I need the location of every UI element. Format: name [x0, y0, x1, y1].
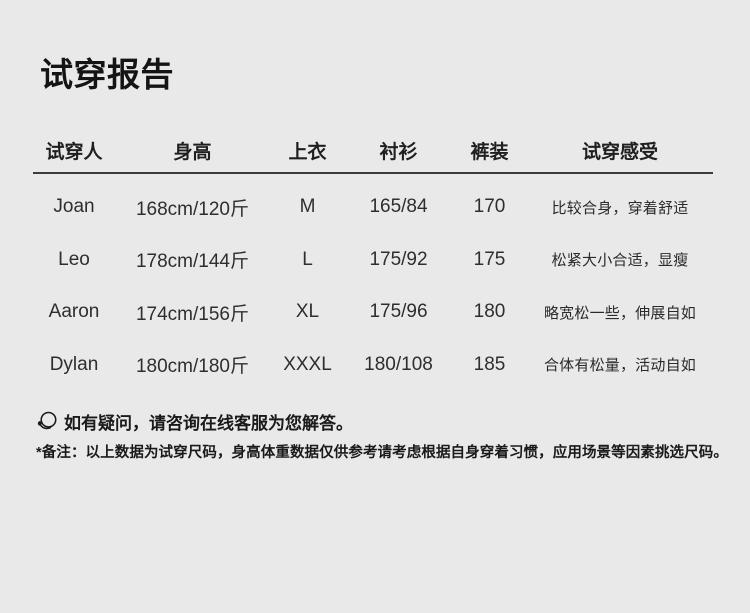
customer-service-text: 如有疑问，请咨询在线客服为您解答。: [64, 413, 353, 433]
cell-height: 180cm/180斤: [135, 356, 249, 378]
cell-shirt: 165/84: [369, 196, 428, 218]
cell-top: L: [302, 248, 313, 270]
headset-icon: [36, 410, 58, 432]
table-row: Dylan 180cm/180斤 XXXL 180/108 185 合体有松量，…: [33, 339, 713, 392]
table-body: Joan 168cm/120斤 M 165/84 170 比较合身，穿着舒适 L…: [33, 174, 713, 391]
cell-shirt: 180/108: [364, 353, 433, 375]
cell-feel: 比较合身，穿着舒适: [551, 199, 689, 217]
cell-height: 178cm/144斤: [135, 251, 249, 273]
footer-notes: 如有疑问，请咨询在线客服为您解答。 *备注：以上数据为试穿尺码，身高体重数据仅供…: [36, 409, 728, 462]
remark-note: *备注：以上数据为试穿尺码，身高体重数据仅供参考请考虑根据自身穿着习惯，应用场景…: [36, 445, 728, 461]
cell-pants: 180: [473, 301, 506, 323]
cell-shirt: 175/96: [369, 301, 428, 323]
column-header-fitter: 试穿人: [45, 141, 103, 163]
cell-pants: 170: [473, 196, 506, 218]
cell-pants: 175: [473, 248, 506, 270]
cell-top: M: [299, 196, 316, 218]
cell-fitter: Joan: [53, 196, 95, 218]
cell-fitter: Leo: [58, 248, 90, 270]
fitting-report-table: 试穿人 身高 上衣 衬衫 裤装 试穿感受 Joan 168cm/120斤 M 1…: [33, 128, 713, 391]
cell-fitter: Dylan: [49, 353, 99, 375]
cell-feel: 合体有松量，活动自如: [543, 357, 696, 375]
cell-shirt: 175/92: [369, 248, 428, 270]
cell-feel: 略宽松一些，伸展自如: [543, 304, 696, 322]
column-header-shirt: 衬衫: [379, 141, 418, 163]
cell-height: 174cm/156斤: [135, 303, 249, 325]
table-row: Leo 178cm/144斤 L 175/92 175 松紧大小合适，显瘦: [33, 234, 713, 287]
table-header-row: 试穿人 身高 上衣 衬衫 裤装 试穿感受: [33, 128, 713, 174]
cell-pants: 185: [473, 353, 506, 375]
cell-fitter: Aaron: [48, 301, 100, 323]
customer-service-note: 如有疑问，请咨询在线客服为您解答。: [36, 409, 726, 433]
table-row: Aaron 174cm/156斤 XL 175/96 180 略宽松一些，伸展自…: [33, 286, 713, 339]
cell-top: XXXL: [283, 353, 332, 375]
table-row: Joan 168cm/120斤 M 165/84 170 比较合身，穿着舒适: [33, 181, 713, 234]
column-header-pants: 裤装: [470, 141, 509, 163]
cell-feel: 松紧大小合适，显瘦: [551, 252, 689, 270]
cell-top: XL: [295, 301, 320, 323]
column-header-top: 上衣: [288, 141, 327, 163]
page-title: 试穿报告: [40, 56, 174, 93]
column-header-feel: 试穿感受: [581, 141, 658, 163]
cell-height: 168cm/120斤: [135, 198, 249, 220]
column-header-height: 身高: [173, 141, 212, 163]
